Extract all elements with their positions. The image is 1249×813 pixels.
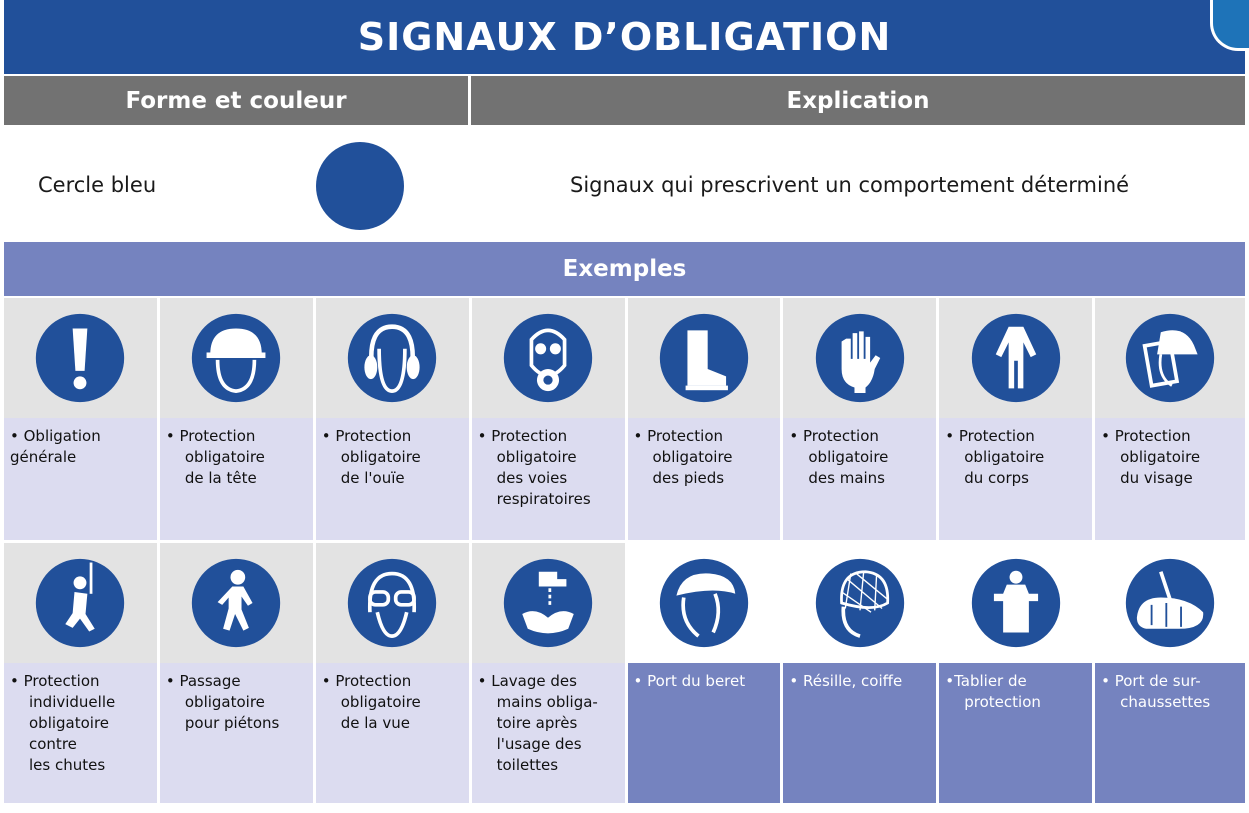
sign-description: • Obligation générale [4,418,157,540]
text-row-2: • Protection individuelle obligatoire co… [4,663,1245,803]
page-title: SIGNAUX D’OBLIGATION [4,0,1245,74]
gloves-icon [815,313,904,403]
safety-boot-icon [659,313,749,403]
apron-icon [971,558,1060,648]
sign-description: • Port de sur- chaussettes [1095,663,1245,803]
shape-explanation: Signaux qui prescrivent un comportement … [570,173,1130,197]
sign-description: • Port du beret [627,663,781,803]
sign-cell [627,298,781,418]
sign-cell [1095,543,1245,663]
sign-cell [471,298,625,418]
sign-description: • Protection obligatoire du visage [1095,418,1245,540]
face-shield-icon [1125,313,1215,403]
header-form-color: Forme et couleur [4,76,468,125]
shoe-cover-icon [1125,558,1215,648]
sign-description: • Passage obligatoire pour piétons [159,663,313,803]
examples-grid: • Obligation générale • Protection oblig… [4,298,1245,803]
sign-cell [471,543,625,663]
sign-cell [627,543,781,663]
sign-cell [159,298,313,418]
hairnet-icon [815,558,904,648]
sign-description: • Protection obligatoire des voies respi… [471,418,625,540]
beret-icon [659,558,749,648]
blue-circle-icon [316,142,404,230]
exclamation-icon [36,313,125,403]
sign-cell [315,543,469,663]
sign-description: • Protection obligatoire de la tête [159,418,313,540]
text-row-1: • Obligation générale • Protection oblig… [4,418,1245,540]
icon-row-1 [4,298,1245,418]
sign-cell [4,298,157,418]
sign-description: • Résille, coiffe [783,663,937,803]
sign-description: • Protection obligatoire des mains [783,418,937,540]
sign-cell [4,543,157,663]
sign-description: • Lavage des mains obliga- toire après l… [471,663,625,803]
column-headers: Forme et couleur Explication [4,76,1245,125]
ear-protection-icon [348,313,437,403]
coverall-icon [971,313,1060,403]
sign-cell [315,298,469,418]
info-row: Cercle bleu Signaux qui prescrivent un c… [4,130,1245,240]
sign-cell [939,298,1093,418]
sign-cell [783,543,937,663]
respirator-icon [503,313,593,403]
safety-goggles-icon [348,558,437,648]
sign-description: • Protection obligatoire du corps [939,418,1093,540]
sign-description: • Protection obligatoire de l'ouïe [315,418,469,540]
fall-harness-icon [36,558,125,648]
sign-description: • Protection individuelle obligatoire co… [4,663,157,803]
sign-cell [1095,298,1245,418]
sign-description: • Protection obligatoire de la vue [315,663,469,803]
hard-hat-icon [192,313,281,403]
sign-cell [939,543,1093,663]
header-explanation: Explication [471,76,1245,125]
hand-washing-icon [503,558,593,648]
shape-label: Cercle bleu [38,173,157,197]
sign-cell [159,543,313,663]
sign-description: • Protection obligatoire des pieds [627,418,781,540]
examples-header: Exemples [4,242,1245,296]
sign-description: •Tablier de protection [939,663,1093,803]
sign-cell [783,298,937,418]
pedestrian-icon [192,558,281,648]
icon-row-2 [4,543,1245,663]
